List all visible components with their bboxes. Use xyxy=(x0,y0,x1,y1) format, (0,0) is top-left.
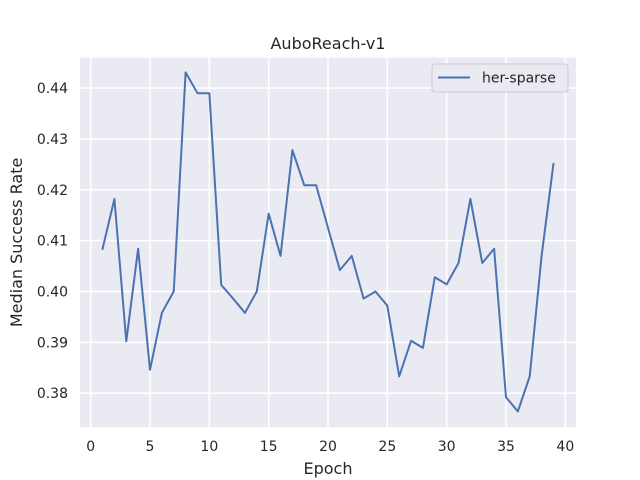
legend: her-sparse xyxy=(431,63,569,93)
x-tick-label: 10 xyxy=(200,439,218,455)
series-layer xyxy=(101,71,555,413)
x-tick-label: 25 xyxy=(378,439,396,455)
y-axis-label: Median Success Rate xyxy=(7,158,26,327)
y-tick-label: 0.41 xyxy=(37,234,68,250)
y-tick-label: 0.44 xyxy=(37,81,68,97)
legend-label-her-sparse: her-sparse xyxy=(482,71,556,87)
x-tick-label: 30 xyxy=(438,439,456,455)
grid-lines xyxy=(80,57,576,428)
x-axis-label: Epoch xyxy=(304,459,353,478)
x-tick-label: 40 xyxy=(556,439,574,455)
x-tick-label: 0 xyxy=(86,439,95,455)
x-tick-label: 35 xyxy=(497,439,515,455)
y-tick-label: 0.43 xyxy=(37,132,68,148)
chart-title: AuboReach-v1 xyxy=(270,34,385,53)
y-tick-label: 0.42 xyxy=(37,183,68,199)
legend-box xyxy=(431,63,569,93)
y-tick-label: 0.39 xyxy=(37,335,68,351)
x-tick-labels: 0 5 10 15 20 25 30 35 40 xyxy=(86,439,574,455)
y-tick-label: 0.40 xyxy=(37,284,68,300)
y-tick-labels: 0.38 0.39 0.40 0.41 0.42 0.43 0.44 xyxy=(37,81,68,402)
x-tick-label: 5 xyxy=(146,439,155,455)
y-tick-label: 0.38 xyxy=(37,386,68,402)
x-tick-label: 15 xyxy=(260,439,278,455)
x-tick-label: 20 xyxy=(319,439,337,455)
